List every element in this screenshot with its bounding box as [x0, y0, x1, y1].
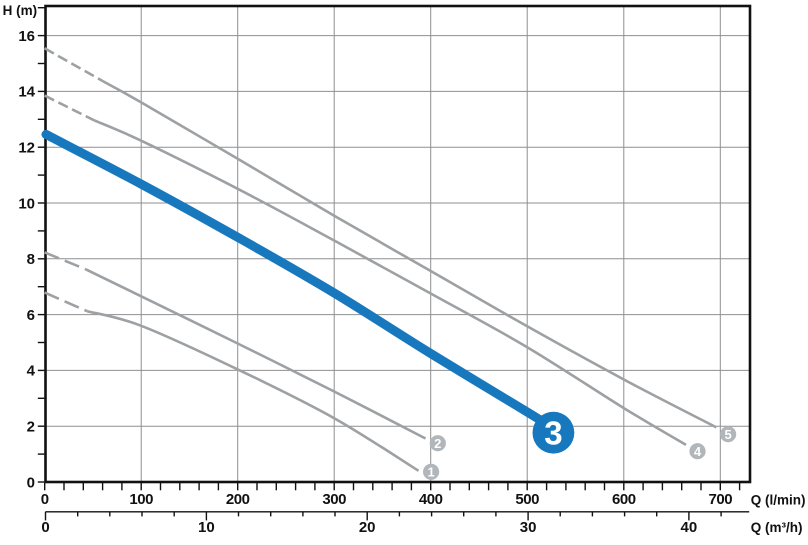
svg-text:10: 10: [198, 519, 215, 536]
svg-text:10: 10: [18, 195, 35, 212]
svg-text:700: 700: [708, 491, 732, 508]
svg-text:Q (m³/h): Q (m³/h): [751, 520, 803, 535]
svg-text:1: 1: [427, 464, 434, 479]
svg-text:2: 2: [434, 436, 441, 451]
svg-text:500: 500: [515, 491, 539, 508]
svg-text:400: 400: [419, 491, 443, 508]
svg-text:12: 12: [18, 140, 35, 157]
svg-text:2: 2: [27, 419, 35, 436]
svg-text:16: 16: [18, 28, 35, 45]
svg-text:Q (l/min): Q (l/min): [751, 493, 806, 508]
svg-text:200: 200: [226, 491, 250, 508]
svg-text:600: 600: [612, 491, 636, 508]
svg-text:20: 20: [359, 519, 376, 536]
svg-text:6: 6: [27, 307, 35, 324]
svg-text:14: 14: [18, 84, 35, 101]
svg-text:5: 5: [724, 427, 731, 442]
svg-text:3: 3: [544, 415, 562, 452]
svg-text:H (m): H (m): [3, 3, 38, 18]
svg-text:30: 30: [520, 519, 537, 536]
svg-text:300: 300: [322, 491, 346, 508]
svg-text:8: 8: [27, 251, 35, 268]
svg-text:0: 0: [27, 474, 35, 491]
svg-text:40: 40: [681, 519, 698, 536]
svg-text:0: 0: [41, 519, 49, 536]
svg-text:0: 0: [41, 491, 49, 508]
svg-text:4: 4: [27, 363, 36, 380]
svg-text:100: 100: [129, 491, 153, 508]
svg-text:4: 4: [694, 444, 702, 459]
